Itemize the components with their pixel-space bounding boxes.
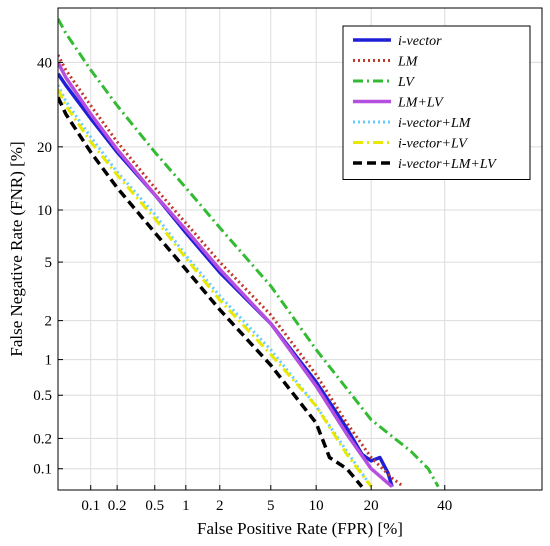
axis-ticks: 0.1 0.2 0.5 1 2 5 10 20 40 0.1 0.2 0.5 1 2 5 10 20 40 bbox=[33, 55, 452, 514]
x-tick-label: 20 bbox=[364, 498, 379, 514]
legend-label: i-vector+LM bbox=[398, 116, 472, 131]
x-tick-label: 0.5 bbox=[145, 498, 164, 514]
legend-label: LM bbox=[397, 55, 419, 70]
y-tick-label: 0.1 bbox=[33, 462, 52, 478]
legend-label: i-vector bbox=[398, 34, 442, 49]
y-tick-label: 20 bbox=[37, 140, 52, 156]
x-tick-label: 5 bbox=[267, 498, 275, 514]
legend-label: i-vector+LM+LV bbox=[398, 157, 497, 172]
y-tick-label: 1 bbox=[45, 353, 53, 369]
y-tick-label: 2 bbox=[45, 314, 53, 330]
legend-label: i-vector+LV bbox=[398, 137, 468, 152]
x-tick-label: 1 bbox=[182, 498, 190, 514]
y-tick-label: 5 bbox=[45, 255, 53, 271]
x-tick-label: 10 bbox=[309, 498, 324, 514]
y-tick-label: 10 bbox=[37, 203, 52, 219]
plot-frame bbox=[57, 7, 543, 491]
y-tick-label: 40 bbox=[37, 55, 52, 71]
x-axis-label: False Positive Rate (FPR) [%] bbox=[197, 519, 403, 538]
legend-label: LV bbox=[397, 75, 415, 90]
series-lines bbox=[58, 18, 440, 489]
series-line-lm-lv bbox=[58, 61, 394, 489]
y-tick-label: 0.5 bbox=[33, 388, 52, 404]
x-tick-label: 40 bbox=[437, 498, 452, 514]
series-line-i-vector-lv bbox=[58, 88, 373, 488]
x-tick-label: 2 bbox=[216, 498, 224, 514]
y-axis-label: False Negative Rate (FNR) [%] bbox=[7, 141, 26, 356]
legend: i-vector LM LV LM+LV i-vector+LM i-vector+LV i… bbox=[342, 25, 531, 180]
series-line-i-vector-lm-lv bbox=[58, 96, 364, 488]
series-line-lv bbox=[58, 18, 440, 488]
x-tick-label: 0.1 bbox=[81, 498, 100, 514]
series-line-lm bbox=[58, 54, 405, 488]
y-tick-label: 0.2 bbox=[33, 431, 52, 447]
legend-label: LM+LV bbox=[397, 96, 444, 111]
series-line-i-vector-lm bbox=[58, 84, 373, 488]
x-tick-label: 0.2 bbox=[108, 498, 127, 514]
